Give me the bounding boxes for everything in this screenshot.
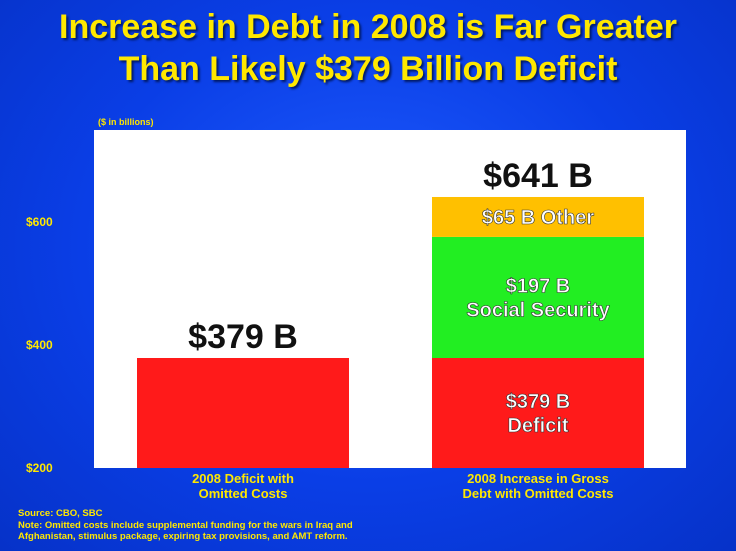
segment-label-social-security: $197 B	[506, 275, 571, 297]
title-line-1: Increase in Debt in 2008 is Far Greater	[59, 8, 677, 46]
units-label: ($ in billions)	[98, 117, 154, 127]
chart-title: Increase in Debt in 2008 is Far Greater …	[0, 6, 736, 90]
x-category-label: Omitted Costs	[199, 486, 288, 501]
bar-2-other	[432, 196, 644, 237]
title-line-2: Than Likely $379 Billion Deficit	[118, 50, 618, 88]
omitted-costs-note-line-1: Note: Omitted costs include supplemental…	[18, 520, 353, 531]
bar-1-deficit	[137, 357, 349, 468]
y-tick-label: $400	[26, 338, 53, 352]
segment-label-deficit: $379 B	[506, 391, 571, 413]
y-tick-label: $200	[26, 461, 53, 475]
segment-label-deficit: Deficit	[507, 415, 568, 437]
x-category-label: 2008 Increase in Gross	[467, 471, 609, 486]
segment-label-other: $65 B Other	[482, 207, 594, 229]
omitted-costs-note-line-2: Afghanistan, stimulus package, expiring …	[18, 531, 348, 542]
x-category-label: 2008 Deficit with	[192, 471, 294, 486]
y-tick-label: $600	[26, 215, 53, 229]
total-label-bar-2: $641 B	[483, 157, 593, 195]
source-note: Source: CBO, SBC	[18, 508, 103, 519]
bar-2-social-security	[432, 236, 644, 358]
total-label-bar-1: $379 B	[188, 318, 298, 356]
x-category-label: Debt with Omitted Costs	[463, 486, 614, 501]
bar-2-deficit	[432, 357, 644, 468]
segment-label-social-security: Social Security	[466, 299, 610, 321]
